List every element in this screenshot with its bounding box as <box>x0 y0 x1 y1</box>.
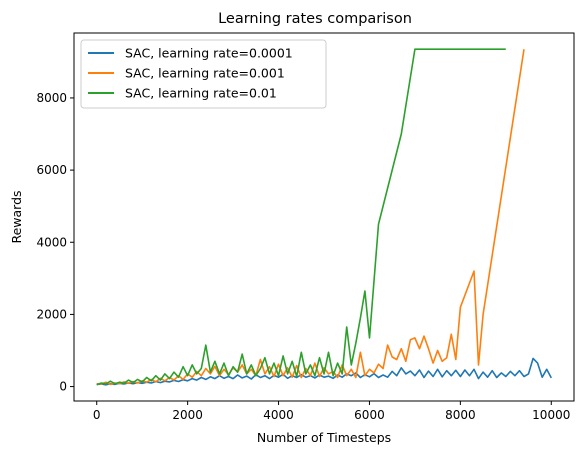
y-tick-label: 2000 <box>36 307 67 321</box>
x-axis-label: Number of Timesteps <box>257 430 391 445</box>
x-axis: 0 2000 4000 6000 8000 10000 <box>93 401 570 422</box>
y-tick-label: 6000 <box>36 163 67 177</box>
x-tick-label: 4000 <box>263 408 294 422</box>
x-tick-label: 6000 <box>354 408 385 422</box>
legend-label: SAC, learning rate=0.0001 <box>125 46 293 61</box>
y-tick-label: 0 <box>59 380 67 394</box>
x-tick-label: 0 <box>93 408 101 422</box>
legend-label: SAC, learning rate=0.01 <box>125 86 277 101</box>
series-line-3 <box>96 48 506 386</box>
legend-box <box>80 39 327 109</box>
chart-title: Learning rates comparison <box>218 11 412 27</box>
y-axis-label: Rewards <box>9 190 24 243</box>
x-tick-label: 8000 <box>445 408 476 422</box>
plot-frame <box>73 32 575 402</box>
series-line-1 <box>96 357 553 386</box>
series-layer <box>96 48 553 386</box>
y-tick-label: 4000 <box>36 235 67 249</box>
x-tick-label: 2000 <box>172 408 203 422</box>
legend-label: SAC, learning rate=0.001 <box>125 66 285 81</box>
series-line-2 <box>96 49 525 386</box>
y-axis: 0 2000 4000 6000 8000 <box>36 91 74 394</box>
legend: SAC, learning rate=0.0001 SAC, learning r… <box>80 39 327 109</box>
x-tick-label: 10000 <box>532 408 570 422</box>
y-tick-label: 8000 <box>36 91 67 105</box>
